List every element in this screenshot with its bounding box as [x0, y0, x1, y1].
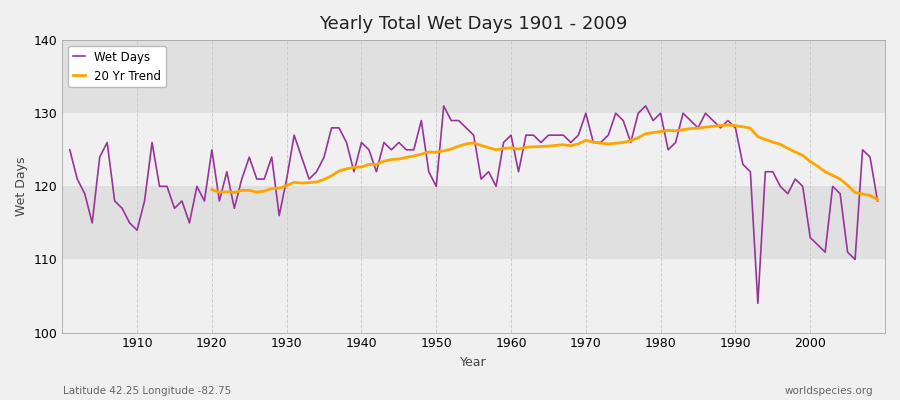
Line: 20 Yr Trend: 20 Yr Trend [212, 125, 878, 200]
Bar [62, 113, 885, 186]
20 Yr Trend [782, 146, 793, 151]
20 Yr Trend [850, 190, 860, 195]
Wet Days [334, 126, 345, 130]
20 Yr Trend [670, 128, 681, 133]
20 Yr Trend [206, 187, 217, 192]
Wet Days [872, 198, 883, 203]
Legend: Wet Days, 20 Yr Trend: Wet Days, 20 Yr Trend [68, 46, 166, 87]
Wet Days [124, 220, 135, 225]
Title: Yearly Total Wet Days 1901 - 2009: Yearly Total Wet Days 1901 - 2009 [320, 15, 628, 33]
20 Yr Trend [872, 197, 883, 202]
Wet Days [65, 147, 76, 152]
Bar [62, 186, 885, 260]
Line: Wet Days: Wet Days [70, 106, 878, 303]
20 Yr Trend [723, 122, 734, 127]
Wet Days [289, 133, 300, 138]
Text: Latitude 42.25 Longitude -82.75: Latitude 42.25 Longitude -82.75 [63, 386, 231, 396]
20 Yr Trend [409, 154, 419, 158]
Y-axis label: Wet Days: Wet Days [15, 156, 28, 216]
Wet Days [513, 169, 524, 174]
Text: worldspecies.org: worldspecies.org [785, 386, 873, 396]
Wet Days [603, 133, 614, 138]
Bar [62, 40, 885, 113]
Wet Days [752, 301, 763, 306]
20 Yr Trend [768, 140, 778, 144]
Wet Days [438, 104, 449, 108]
X-axis label: Year: Year [460, 356, 487, 369]
Bar [62, 260, 885, 332]
Wet Days [506, 133, 517, 138]
20 Yr Trend [296, 181, 307, 186]
